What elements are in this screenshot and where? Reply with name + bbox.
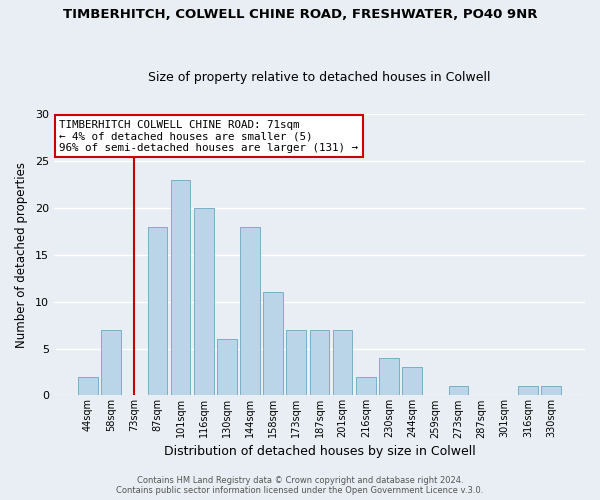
Bar xyxy=(148,226,167,396)
Bar xyxy=(449,386,468,396)
X-axis label: Distribution of detached houses by size in Colwell: Distribution of detached houses by size … xyxy=(164,444,475,458)
Bar xyxy=(194,208,214,396)
Bar xyxy=(263,292,283,396)
Bar xyxy=(78,376,98,396)
Bar xyxy=(402,368,422,396)
Bar xyxy=(240,226,260,396)
Bar xyxy=(333,330,352,396)
Bar xyxy=(518,386,538,396)
Bar xyxy=(217,339,236,396)
Title: Size of property relative to detached houses in Colwell: Size of property relative to detached ho… xyxy=(148,70,491,84)
Bar xyxy=(286,330,306,396)
Bar xyxy=(541,386,561,396)
Text: TIMBERHITCH, COLWELL CHINE ROAD, FRESHWATER, PO40 9NR: TIMBERHITCH, COLWELL CHINE ROAD, FRESHWA… xyxy=(63,8,537,20)
Bar xyxy=(310,330,329,396)
Bar xyxy=(170,180,190,396)
Text: Contains HM Land Registry data © Crown copyright and database right 2024.
Contai: Contains HM Land Registry data © Crown c… xyxy=(116,476,484,495)
Bar xyxy=(379,358,399,396)
Bar xyxy=(101,330,121,396)
Text: TIMBERHITCH COLWELL CHINE ROAD: 71sqm
← 4% of detached houses are smaller (5)
96: TIMBERHITCH COLWELL CHINE ROAD: 71sqm ← … xyxy=(59,120,358,153)
Bar xyxy=(356,376,376,396)
Y-axis label: Number of detached properties: Number of detached properties xyxy=(15,162,28,348)
